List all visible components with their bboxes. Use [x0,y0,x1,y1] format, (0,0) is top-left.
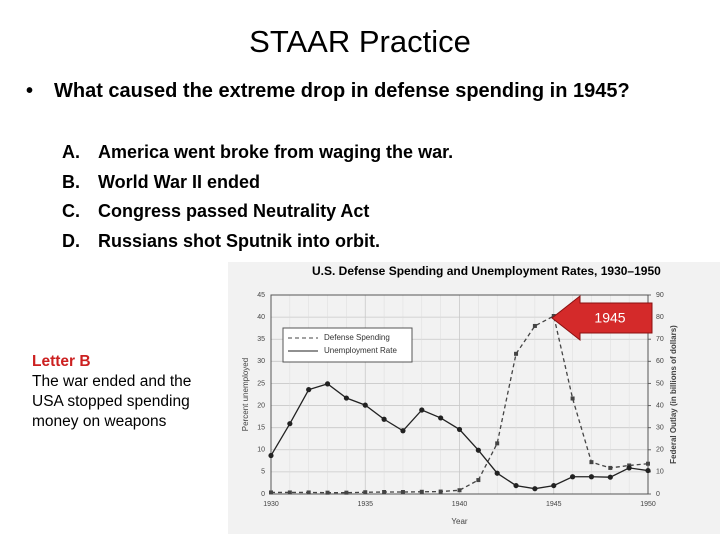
y-tick-label: 30 [257,358,265,365]
answer-text: The war ended and the USA stopped spendi… [32,373,192,430]
data-point [626,465,632,471]
legend: Defense Spending Unemployment Rate [282,327,413,363]
data-point [513,482,519,489]
y-tick-label: 15 [257,425,265,432]
y2-tick-label: 40 [656,402,664,409]
choice: B. World War II ended [62,168,453,198]
data-point [646,461,650,466]
x-tick-label: 1940 [452,501,468,508]
y2-tick-label: 20 [656,447,664,454]
bullet: • [26,80,34,102]
y-axis-label: Percent unemployed [241,358,250,431]
data-point [551,482,557,489]
x-axis-label: Year [451,517,468,526]
answer: Letter B The war ended and the USA stopp… [32,352,197,432]
choice-text: World War II ended [98,171,261,192]
x-tick-label: 1930 [263,501,279,508]
choice: D. Russians shot Sputnik into orbit. [62,227,453,257]
data-point [532,323,537,328]
choice-text: America went broke from waging the war. [98,142,454,162]
choice-letter: D. [62,230,80,251]
x-tick-label: 1935 [357,501,373,508]
y2-tick-label: 60 [656,358,664,365]
y2-tick-label: 0 [656,491,660,498]
data-point [476,478,481,483]
data-point [362,402,368,408]
data-point [343,395,349,401]
series-line [271,315,649,494]
x-tick-label: 1950 [640,501,656,508]
data-point [268,452,274,459]
data-point [363,490,368,495]
data-point [400,490,405,495]
data-point [419,489,424,494]
annotation-arrow [551,294,653,342]
choice-letter: A. [62,142,80,162]
legend-label: Defense Spending [324,333,390,342]
data-point [645,467,651,474]
question-text: What caused the extreme drop in defense … [54,80,630,102]
x-tick-label: 1945 [546,501,562,508]
y2-tick-label: 90 [656,292,664,299]
data-point [419,407,425,413]
y2-tick-label: 30 [656,425,664,432]
annotation: 1945 [594,310,625,326]
data-point [306,490,311,495]
data-point [324,381,331,387]
chart-title: U.S. Defense Spending and Unemployment R… [312,264,661,278]
y2-tick-label: 50 [656,380,664,387]
y-tick-label: 25 [257,380,265,387]
data-point [475,447,481,453]
y-tick-label: 10 [257,447,265,454]
y-tick-label: 20 [257,402,265,409]
choice: C. Congress passed Neutrality Act [62,197,453,227]
data-point [438,489,443,494]
data-point [608,465,613,470]
y-tick-label: 40 [257,314,265,321]
question: • What caused the extreme drop in defense… [26,78,706,105]
data-point [494,470,500,476]
y2-axis-label: Federal Outlay (in billions of dollars) [669,325,678,464]
choice-text: Congress passed Neutrality Act [98,201,370,221]
y-tick-label: 0 [261,491,265,498]
data-point [287,421,293,427]
choice-text: Russians shot Sputnik into orbit. [98,230,381,251]
data-point [456,426,463,433]
plot-frame [270,294,649,495]
data-point [344,490,349,495]
choice-letter: B. [62,171,80,192]
legend-label: Unemployment Rate [324,346,397,355]
data-point [570,396,575,401]
data-point [589,460,594,465]
data-point [457,488,462,493]
data-point [269,490,273,495]
y-tick-label: 5 [261,469,265,476]
data-point [495,441,500,446]
choices: A. America went broke from waging the war… [62,138,453,256]
data-point [514,351,519,356]
data-point [287,490,292,495]
data-point [382,490,387,495]
y2-tick-label: 70 [656,336,664,343]
data-point [381,416,387,422]
slide-title: STAAR Practice [249,24,471,59]
y-tick-label: 45 [257,292,265,299]
data-point [306,387,312,393]
y-tick-label: 35 [257,336,265,343]
data-point [570,474,576,480]
data-point [607,474,613,480]
chart: U.S. Defense Spending and Unemployment R… [228,262,720,534]
data-point [325,490,330,495]
legend-box [282,327,413,363]
choice: A. America went broke from waging the war… [62,138,453,168]
answer-label: Letter B [32,353,91,370]
data-point [588,474,595,480]
data-point [438,415,444,421]
data-point [400,428,406,434]
y2-tick-label: 80 [656,314,664,321]
data-point [532,486,538,492]
y2-tick-label: 10 [656,469,664,476]
choice-letter: C. [62,201,80,221]
